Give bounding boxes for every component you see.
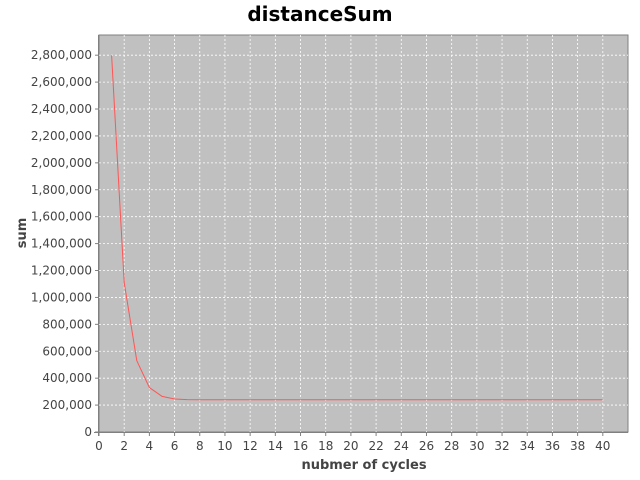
series-line: [111, 55, 603, 401]
x-tick-label: 2: [120, 439, 128, 453]
y-axis-label: sum: [15, 218, 30, 249]
x-tick-label: 6: [171, 439, 179, 453]
y-tick-label: 2,600,000: [31, 75, 92, 89]
y-tick-label: 600,000: [42, 344, 92, 358]
x-tick-label: 28: [444, 439, 459, 453]
x-tick-label: 30: [469, 439, 484, 453]
x-tick-label: 16: [293, 439, 308, 453]
x-tick-label: 12: [243, 439, 258, 453]
y-tick-label: 200,000: [42, 398, 92, 412]
plot-area: [98, 34, 629, 433]
x-tick-label: 26: [419, 439, 434, 453]
y-tick-label: 2,000,000: [31, 156, 92, 170]
axes: [94, 35, 628, 436]
x-tick-label: 0: [95, 439, 103, 453]
x-tick-label: 4: [146, 439, 154, 453]
y-tick-label: 0: [84, 425, 92, 439]
x-tick-label: 38: [570, 439, 585, 453]
x-tick-label: 18: [318, 439, 333, 453]
y-tick-label: 1,800,000: [31, 183, 92, 197]
y-tick-label: 2,800,000: [31, 48, 92, 62]
y-axis-ticks: 0 200,000 400,000 600,000 800,000 1,000,000 1,…: [31, 48, 99, 439]
x-tick-label: 36: [545, 439, 560, 453]
x-tick-label: 22: [368, 439, 383, 453]
y-tick-label: 800,000: [42, 317, 92, 331]
x-tick-label: 32: [494, 439, 509, 453]
y-tick-label: 1,400,000: [31, 237, 92, 251]
x-tick-label: 20: [343, 439, 358, 453]
x-tick-label: 24: [394, 439, 409, 453]
chart-title: distanceSum: [247, 2, 392, 26]
y-tick-label: 400,000: [42, 371, 92, 385]
series-layer: [111, 55, 603, 401]
x-axis-ticks: 0 2 4 6 8 10 12 14 16 18 20 22 24 26 28 30 32 34 36 38 40: [95, 432, 610, 453]
y-tick-label: 2,200,000: [31, 129, 92, 143]
x-tick-label: 40: [595, 439, 610, 453]
x-tick-label: 10: [217, 439, 232, 453]
x-tick-label: 34: [520, 439, 535, 453]
grid-lines: [99, 35, 628, 432]
y-tick-label: 1,000,000: [31, 290, 92, 304]
y-tick-label: 2,400,000: [31, 102, 92, 116]
y-tick-label: 1,200,000: [31, 264, 92, 278]
x-axis-label: nubmer of cycles: [301, 458, 426, 473]
x-tick-label: 8: [196, 439, 204, 453]
y-tick-label: 1,600,000: [31, 210, 92, 224]
x-tick-label: 14: [268, 439, 283, 453]
